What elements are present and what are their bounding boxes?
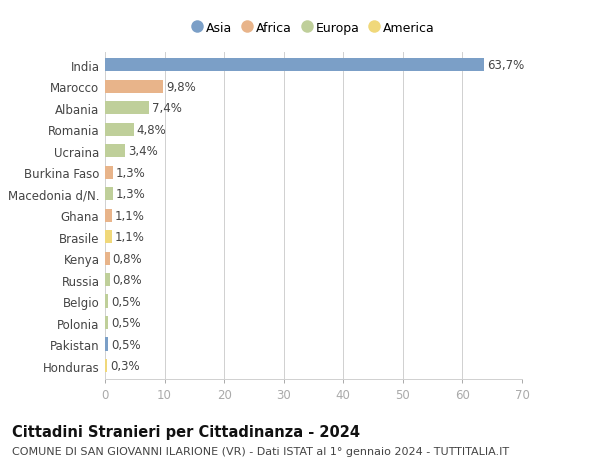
- Bar: [105, 59, 484, 73]
- Text: 1,1%: 1,1%: [115, 231, 145, 244]
- Text: COMUNE DI SAN GIOVANNI ILARIONE (VR) - Dati ISTAT al 1° gennaio 2024 - TUTTITALI: COMUNE DI SAN GIOVANNI ILARIONE (VR) - D…: [12, 446, 509, 456]
- Bar: [105, 166, 113, 179]
- Text: 4,8%: 4,8%: [137, 123, 166, 136]
- Bar: [105, 230, 112, 244]
- Bar: [105, 80, 163, 94]
- Text: 0,3%: 0,3%: [110, 359, 139, 372]
- Bar: [105, 209, 112, 222]
- Bar: [105, 274, 110, 287]
- Text: 0,8%: 0,8%: [113, 274, 142, 286]
- Bar: [105, 102, 149, 115]
- Bar: [105, 359, 107, 372]
- Text: 1,3%: 1,3%: [116, 166, 145, 179]
- Text: 1,1%: 1,1%: [115, 209, 145, 222]
- Text: 0,8%: 0,8%: [113, 252, 142, 265]
- Text: 1,3%: 1,3%: [116, 188, 145, 201]
- Bar: [105, 316, 108, 330]
- Bar: [105, 188, 113, 201]
- Legend: Asia, Africa, Europa, America: Asia, Africa, Europa, America: [192, 22, 435, 34]
- Bar: [105, 295, 108, 308]
- Text: 7,4%: 7,4%: [152, 102, 182, 115]
- Text: 0,5%: 0,5%: [111, 295, 140, 308]
- Text: 9,8%: 9,8%: [166, 81, 196, 94]
- Text: 3,4%: 3,4%: [128, 145, 158, 158]
- Bar: [105, 123, 134, 137]
- Text: 0,5%: 0,5%: [111, 338, 140, 351]
- Text: 0,5%: 0,5%: [111, 316, 140, 330]
- Bar: [105, 252, 110, 265]
- Text: 63,7%: 63,7%: [487, 59, 524, 72]
- Text: Cittadini Stranieri per Cittadinanza - 2024: Cittadini Stranieri per Cittadinanza - 2…: [12, 425, 360, 440]
- Bar: [105, 145, 125, 158]
- Bar: [105, 338, 108, 351]
